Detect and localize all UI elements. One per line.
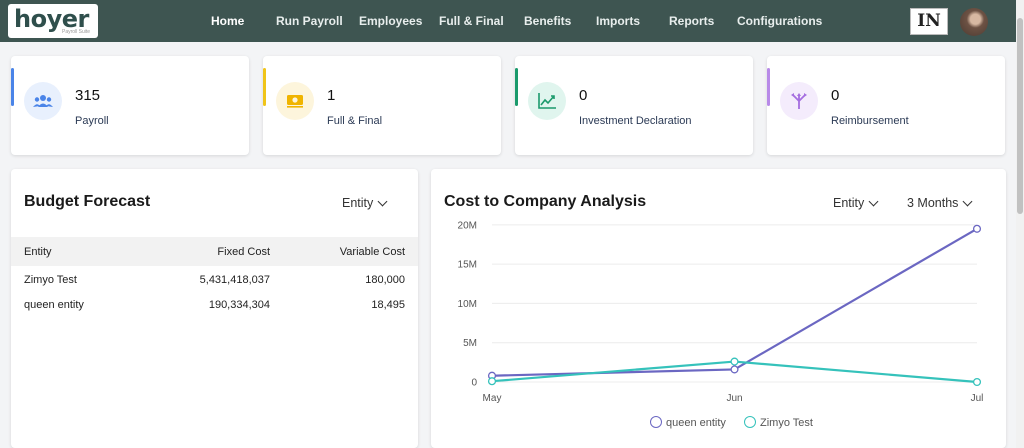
stat-label: Full & Final	[327, 115, 383, 127]
nav-imports[interactable]: Imports	[596, 14, 641, 28]
user-avatar[interactable]	[960, 8, 988, 36]
nav-reports[interactable]: Reports	[669, 14, 715, 28]
stat-card-investment-declaration[interactable]: 0 Investment Declaration	[515, 56, 753, 155]
card-accent-bar	[11, 68, 14, 106]
scrollbar-thumb[interactable]	[1017, 18, 1023, 214]
stat-count: 1	[327, 87, 336, 104]
logo-text: hoyer	[14, 5, 89, 33]
legend-marker	[744, 416, 756, 428]
nav-full-final[interactable]: Full & Final	[439, 14, 504, 28]
stat-count: 0	[579, 87, 588, 104]
series-line-queen-entity	[491, 227, 978, 377]
nav-home[interactable]: Home	[211, 14, 245, 28]
nav-benefits[interactable]: Benefits	[524, 14, 572, 28]
column-header-entity: Entity	[24, 246, 52, 258]
y-tick-label: 20M	[458, 220, 477, 231]
money-icon	[276, 82, 314, 120]
column-header-fixed-cost: Fixed Cost	[217, 246, 270, 258]
stat-count: 0	[831, 87, 840, 104]
legend-label: queen entity	[666, 417, 726, 429]
y-tick-label: 15M	[458, 260, 477, 271]
x-tick-label: May	[483, 393, 502, 404]
stat-card-full-final[interactable]: 1 Full & Final	[263, 56, 501, 155]
nav-run-payroll[interactable]: Run Payroll	[276, 14, 343, 28]
legend-marker	[650, 416, 662, 428]
legend-item-queen-entity[interactable]: queen entity	[650, 416, 726, 429]
stat-label: Payroll	[75, 115, 109, 127]
stat-label: Reimbursement	[831, 115, 909, 127]
period-dropdown[interactable]: 3 Months	[907, 196, 973, 210]
column-header-variable-cost: Variable Cost	[339, 246, 405, 258]
hoyer-logo[interactable]: hoyer Payroll Suite	[8, 4, 98, 38]
x-tick-label: Jul	[971, 393, 984, 404]
table-cell-variable-cost: 18,495	[371, 299, 405, 311]
country-selector[interactable]: IN	[910, 8, 948, 35]
card-accent-bar	[515, 68, 518, 106]
table-header	[11, 237, 418, 266]
dropdown-label: 3 Months	[907, 196, 959, 210]
nav-configurations[interactable]: Configurations	[737, 14, 823, 28]
data-point-zimyo-test	[730, 357, 739, 366]
budget-forecast-panel: Budget Forecast Entity Entity Fixed Cost…	[11, 169, 418, 448]
table-cell-entity: queen entity	[24, 299, 84, 311]
ctc-analysis-panel: Cost to Company Analysis Entity 3 Months…	[431, 169, 1006, 448]
top-navbar: hoyer Payroll Suite Home Run Payroll Emp…	[0, 0, 1016, 42]
budget-forecast-title: Budget Forecast	[24, 193, 151, 210]
data-point-zimyo-test	[972, 377, 982, 387]
users-icon	[24, 82, 62, 120]
card-accent-bar	[263, 68, 266, 106]
stat-count: 315	[75, 87, 101, 104]
table-cell-fixed-cost: 5,431,418,037	[199, 274, 270, 286]
data-point-queen-entity	[730, 365, 739, 374]
trend-chart-icon	[528, 82, 566, 120]
stat-label: Investment Declaration	[579, 115, 692, 127]
data-point-queen-entity	[972, 224, 982, 233]
split-arrows-icon	[780, 82, 818, 120]
dropdown-label: Entity	[833, 196, 865, 210]
card-accent-bar	[767, 68, 770, 106]
chevron-down-icon	[377, 196, 388, 207]
ctc-analysis-title: Cost to Company Analysis	[444, 193, 647, 210]
y-tick-label: 10M	[458, 299, 477, 310]
logo-subtitle: Payroll Suite	[62, 29, 91, 35]
legend-item-zimyo-test[interactable]: Zimyo Test	[744, 416, 813, 429]
stat-card-payroll[interactable]: 315 Payroll	[11, 56, 249, 155]
legend-label: Zimyo Test	[760, 417, 813, 429]
stat-card-reimbursement[interactable]: 0 Reimbursement	[767, 56, 1005, 155]
page-scrollbar[interactable]	[1016, 0, 1024, 448]
y-tick-label: 5M	[463, 338, 477, 349]
entity-dropdown[interactable]: Entity	[833, 196, 879, 210]
table-cell-variable-cost: 180,000	[365, 274, 405, 286]
dropdown-label: Entity	[342, 196, 374, 210]
x-tick-label: Jun	[726, 393, 742, 404]
ctc-line-chart: 0 5M 10M 15M 20M May Jun Jul	[458, 220, 984, 404]
data-point-zimyo-test	[487, 377, 497, 386]
table-cell-entity: Zimyo Test	[24, 274, 77, 286]
entity-dropdown[interactable]: Entity	[342, 196, 388, 210]
nav-employees[interactable]: Employees	[359, 14, 423, 28]
y-tick-label: 0	[471, 378, 477, 389]
table-cell-fixed-cost: 190,334,304	[208, 299, 270, 311]
